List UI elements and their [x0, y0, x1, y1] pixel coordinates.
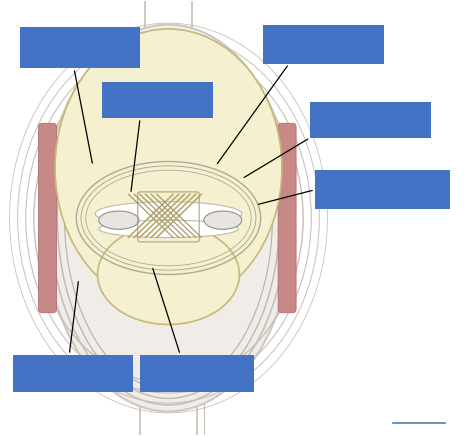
FancyBboxPatch shape — [278, 123, 296, 313]
FancyBboxPatch shape — [12, 355, 133, 392]
FancyBboxPatch shape — [38, 123, 56, 313]
Ellipse shape — [43, 24, 294, 412]
Ellipse shape — [95, 202, 242, 225]
Ellipse shape — [55, 29, 282, 307]
Ellipse shape — [98, 225, 239, 324]
FancyBboxPatch shape — [102, 82, 213, 118]
Ellipse shape — [99, 220, 238, 238]
FancyBboxPatch shape — [19, 27, 140, 68]
FancyBboxPatch shape — [140, 355, 254, 392]
FancyBboxPatch shape — [263, 24, 383, 64]
FancyBboxPatch shape — [315, 170, 450, 209]
FancyBboxPatch shape — [310, 102, 431, 138]
Ellipse shape — [204, 211, 242, 229]
Ellipse shape — [99, 211, 139, 229]
